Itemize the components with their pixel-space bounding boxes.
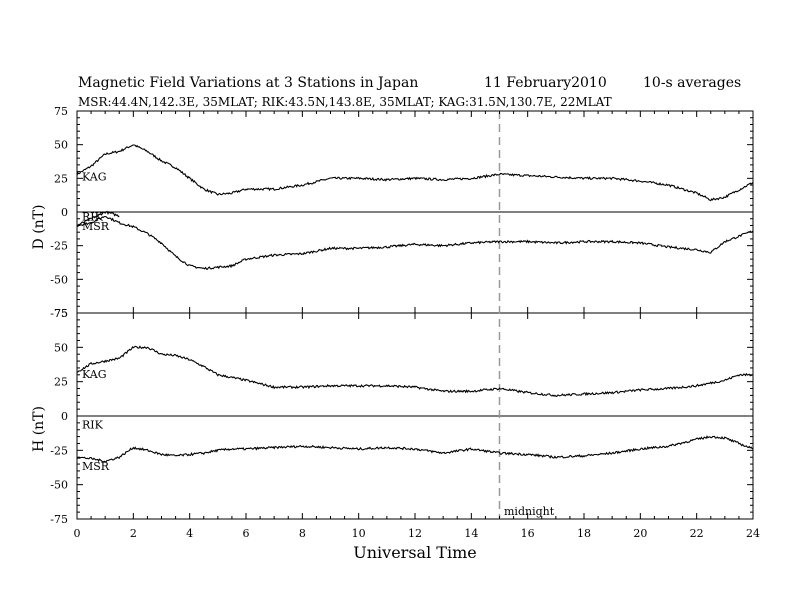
panel-d-legend-msr: MSR (82, 220, 110, 233)
panel-h-ylabel: H (nT) (31, 406, 47, 452)
xtick-label: 20 (633, 527, 647, 540)
chart-subtitle: MSR:44.4N,142.3E, 35MLAT; RIK:43.5N,143.… (78, 95, 612, 109)
x-axis-label: Universal Time (353, 543, 476, 562)
chart-averaging: 10-s averages (643, 75, 741, 91)
panel-h-ytick-label: 25 (54, 376, 68, 389)
panel-d-ytick-label: 25 (54, 172, 68, 185)
xtick-label: 16 (521, 527, 535, 540)
xtick-label: 2 (130, 527, 137, 540)
xtick-label: 12 (408, 527, 422, 540)
xtick-label: 10 (352, 527, 366, 540)
panel-d-ylabel: D (nT) (31, 205, 47, 250)
xtick-label: 0 (74, 527, 81, 540)
panel-d-series-msr (76, 215, 754, 270)
panel-h-legend-rik: RIK (82, 419, 104, 432)
x-axis: 0 2 4 6 8 10 12 14 16 18 20 22 24 (74, 111, 760, 540)
xtick-label: 14 (464, 527, 478, 540)
panel-h-series-kag (76, 345, 754, 398)
panel-d-legend-rik: RIK (82, 211, 104, 224)
panel-h-series-msr (76, 435, 754, 463)
panel-h-legend-msr: MSR (82, 460, 110, 473)
panel-d-ytick-label: -50 (50, 273, 68, 286)
panel-h-ytick-label: 0 (61, 410, 68, 423)
xtick-label: 22 (690, 527, 704, 540)
panel-d-ytick-label: 50 (54, 139, 68, 152)
panel-d-series-kag (76, 144, 754, 202)
panel-d-ytick-label: 0 (61, 206, 68, 219)
panel-h-ytick-label: -25 (50, 444, 68, 457)
zero-lines (77, 211, 753, 417)
panel-d-legend-kag: KAG (82, 170, 107, 183)
panel-d-ytick-label: -75 (50, 307, 68, 320)
chart-title: Magnetic Field Variations at 3 Stations … (78, 75, 418, 91)
panel-h-ytick-label: -50 (50, 479, 68, 492)
xtick-label: 8 (299, 527, 306, 540)
panel-h-legend-kag: KAG (82, 368, 107, 381)
midnight-label: midnight (504, 505, 555, 518)
xtick-label: 4 (186, 527, 193, 540)
chart-date: 11 February2010 (484, 75, 607, 91)
panel-h-ytick-label: -75 (50, 513, 68, 526)
panel-h-ytick-label: 50 (54, 341, 68, 354)
panel-d-ytick-label: 75 (54, 105, 68, 118)
xtick-label: 18 (577, 527, 591, 540)
xtick-label: 6 (243, 527, 250, 540)
panel-d-ytick-label: -25 (50, 240, 68, 253)
panel-d-series-rik (76, 210, 120, 226)
panel-h-ytick-label: 75 (54, 307, 68, 320)
xtick-label: 24 (746, 527, 760, 540)
